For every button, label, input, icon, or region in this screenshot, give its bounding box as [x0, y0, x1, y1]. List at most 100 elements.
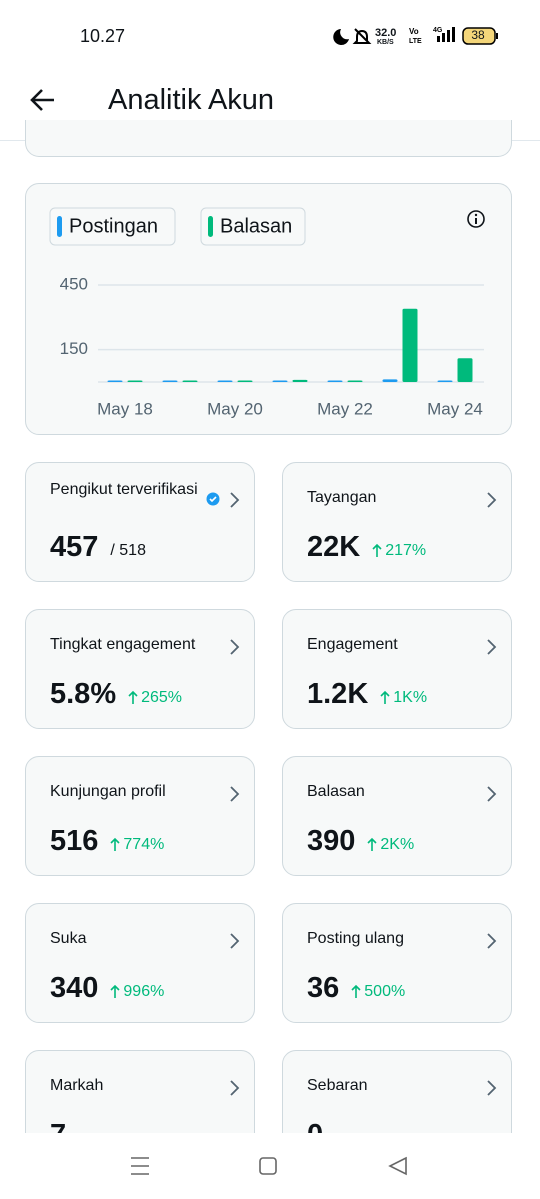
status-icons: Vo LTE 4G	[333, 27, 498, 45]
up-arrow	[128, 690, 138, 704]
metric-value: 340	[50, 972, 99, 1004]
metric-label: Suka	[50, 930, 87, 947]
chevron	[230, 786, 240, 802]
metric-value: 457	[50, 531, 99, 563]
prev-card	[25, 120, 512, 157]
metric-change: 265%	[141, 689, 183, 706]
chevron	[487, 933, 497, 949]
metric-label: Markah	[50, 1077, 104, 1094]
net-speed: 32.0	[375, 27, 397, 39]
metric-card[interactable]: Tayangan 22K 217%	[282, 462, 512, 582]
chevron	[487, 639, 497, 655]
metric-value: 516	[50, 825, 99, 857]
metric-card[interactable]: Pengikut terverifikasi 457 / 518	[25, 462, 255, 582]
up-arrow	[351, 984, 361, 998]
x-tick-label: May 24	[427, 399, 483, 418]
bar	[127, 380, 143, 382]
y-tick-label: 150	[60, 339, 88, 358]
chevron	[487, 492, 497, 508]
up-arrow	[110, 984, 120, 998]
bar	[217, 380, 233, 382]
metric-value: 5.8%	[50, 678, 117, 710]
bar	[402, 308, 418, 382]
metric-card[interactable]: Balasan 390 2K%	[282, 756, 512, 876]
metric-change: 774%	[123, 836, 165, 853]
chevron	[230, 1080, 240, 1096]
chevron	[230, 639, 240, 655]
metric-value: 390	[307, 825, 356, 857]
metric-card[interactable]: Kunjungan profil 516 774%	[25, 756, 255, 876]
metric-change: 1K%	[393, 689, 428, 706]
metric-card[interactable]: Engagement 1.2K 1K%	[282, 609, 512, 729]
metric-change: 217%	[385, 542, 427, 559]
svg-text:4G: 4G	[433, 27, 443, 34]
bar	[437, 380, 453, 382]
bar	[237, 380, 253, 382]
svg-text:LTE: LTE	[409, 38, 422, 45]
net-unit: KB/S	[377, 39, 394, 46]
x-tick-label: May 18	[97, 399, 153, 418]
up-arrow	[367, 837, 377, 851]
metric-label: Tingkat engagement	[50, 636, 196, 653]
menu-button[interactable]	[131, 1157, 149, 1175]
metric-label: Sebaran	[307, 1077, 368, 1094]
nav-bar	[0, 1133, 540, 1199]
x-tick-label: May 22	[317, 399, 373, 418]
back-nav[interactable]	[388, 1156, 407, 1176]
metric-change: 2K%	[380, 836, 415, 853]
metric-value: 36	[307, 972, 340, 1004]
bar	[182, 380, 198, 382]
metric-total: / 518	[110, 542, 146, 559]
bar	[457, 358, 473, 382]
metric-card[interactable]: Posting ulang 36 500%	[282, 903, 512, 1023]
svg-text:Vo: Vo	[409, 27, 419, 36]
metric-label: Posting ulang	[307, 930, 404, 947]
metric-value: 7	[50, 1119, 66, 1133]
bar	[382, 379, 398, 382]
up-arrow	[110, 837, 120, 851]
metric-label: Balasan	[307, 783, 365, 800]
verified-badge	[206, 492, 220, 506]
metric-change: 500%	[364, 983, 406, 1000]
legend-label: Balasan	[220, 215, 292, 237]
metric-label: Kunjungan profil	[50, 783, 166, 800]
metric-label: Tayangan	[307, 489, 377, 506]
home-button[interactable]	[259, 1157, 277, 1175]
legend-item[interactable]	[49, 207, 176, 246]
metric-card[interactable]: Suka 340 996%	[25, 903, 255, 1023]
metric-label: Pengikut terverifikasi	[50, 481, 198, 498]
metric-card[interactable]: Markah 7	[25, 1050, 255, 1133]
chevron	[487, 1080, 497, 1096]
metric-value: 22K	[307, 531, 361, 563]
bar	[162, 380, 178, 382]
legend-item[interactable]	[200, 207, 306, 246]
legend-swatch	[208, 216, 213, 237]
metric-value: 0	[307, 1119, 323, 1133]
battery: 38	[471, 28, 485, 42]
x-tick-label: May 20	[207, 399, 263, 418]
metric-change: 996%	[123, 983, 165, 1000]
chevron	[487, 786, 497, 802]
bar	[272, 380, 288, 382]
metric-card[interactable]: Sebaran 0	[282, 1050, 512, 1133]
bar	[327, 380, 343, 382]
bar	[347, 380, 363, 382]
chevron	[230, 933, 240, 949]
chevron	[230, 492, 240, 508]
bar	[107, 380, 123, 382]
chart: Postingan Balasan 150 450 May 18 May 20 May 22…	[49, 207, 485, 418]
page-title: Analitik Akun	[108, 84, 275, 116]
y-tick-label: 450	[60, 274, 88, 293]
metric-card[interactable]: Tingkat engagement 5.8% 265%	[25, 609, 255, 729]
legend-label: Postingan	[69, 215, 158, 237]
up-arrow	[380, 690, 390, 704]
time: 10.27	[80, 26, 126, 46]
back-button[interactable]	[28, 86, 58, 114]
metric-value: 1.2K	[307, 678, 369, 710]
legend-swatch	[57, 216, 62, 237]
content: 10.27 32.0 KB/S Vo LTE 4G 38 Analitik Aku…	[0, 26, 540, 1133]
up-arrow	[372, 543, 382, 557]
metric-label: Engagement	[307, 636, 398, 653]
bar	[292, 379, 308, 382]
